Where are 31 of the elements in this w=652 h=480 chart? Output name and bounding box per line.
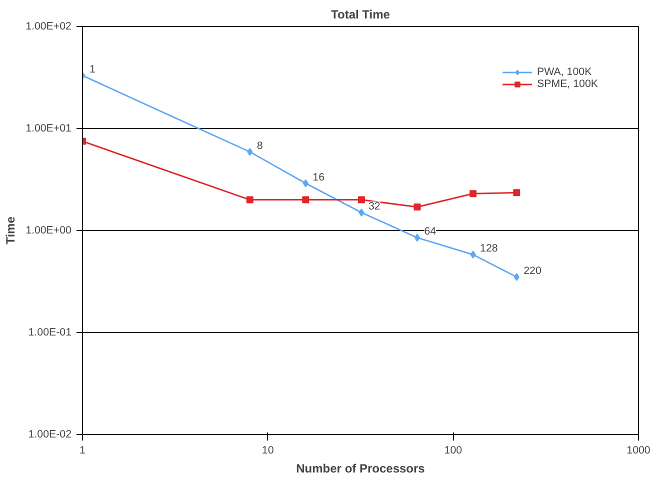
x-tick-label: 100: [444, 444, 462, 456]
y-tick-label: 1.00E-02: [28, 428, 72, 440]
annotation: 8: [256, 140, 263, 152]
x-tick-label: 1000: [626, 444, 650, 456]
x-tick-label: 1: [80, 444, 86, 456]
y-tick-label: 1.00E-01: [28, 326, 72, 338]
legend-label: PWA, 100K: [536, 66, 592, 78]
y-tick-label: 1.00E+00: [26, 224, 72, 236]
point: [247, 148, 253, 156]
x-axis-title: Number of Processors: [296, 462, 426, 476]
x-tick-label: 10: [262, 444, 274, 456]
legend-label: SPME, 100K: [536, 78, 598, 90]
annotation: 128: [480, 242, 498, 255]
annotation: 32: [368, 200, 380, 213]
point: [470, 250, 476, 259]
point: [358, 208, 364, 217]
annotation: 1: [90, 64, 96, 76]
annotation: 220: [524, 265, 542, 278]
annotation: 16: [312, 171, 325, 184]
y-tick-label: 1.00E+02: [26, 20, 72, 32]
point: [246, 196, 254, 204]
point: [470, 190, 477, 198]
y-tick-label: 1.00E+01: [26, 122, 72, 134]
y-axis-title: Time: [4, 216, 18, 244]
point: [302, 196, 310, 204]
point: [414, 234, 420, 242]
annotation: 64: [424, 226, 436, 238]
point: [358, 196, 365, 204]
point: [302, 179, 308, 188]
chart-title: Total Time: [331, 8, 390, 22]
point: [414, 203, 421, 210]
